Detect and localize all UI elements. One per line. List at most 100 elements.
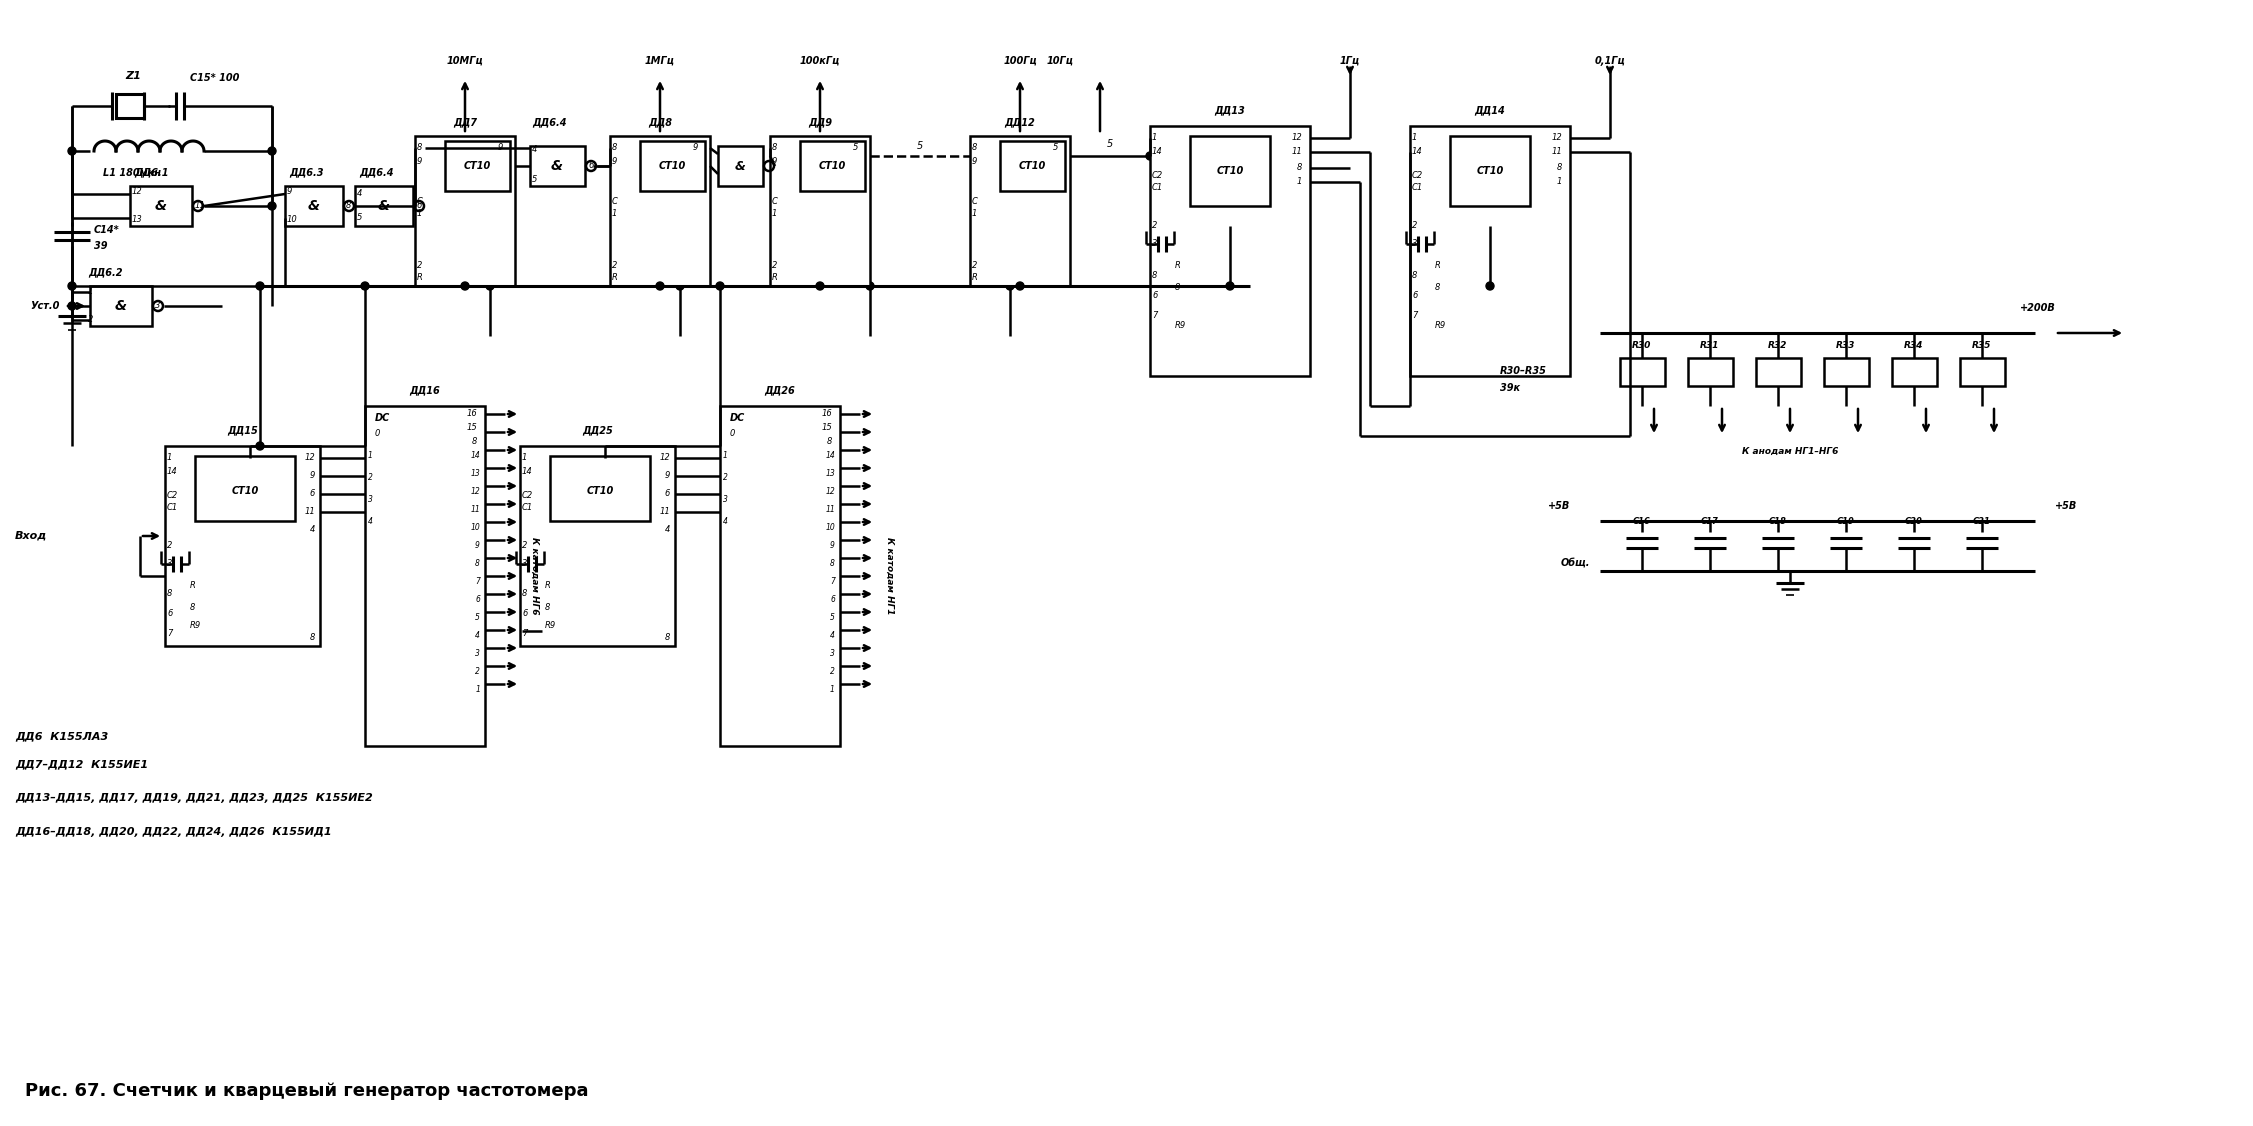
Text: 16: 16 bbox=[466, 410, 478, 419]
Text: 5: 5 bbox=[1052, 143, 1059, 152]
Bar bbox=[1410, 126, 1570, 376]
Text: 1Гц: 1Гц bbox=[1341, 56, 1361, 66]
Text: 2: 2 bbox=[971, 261, 978, 270]
Circle shape bbox=[257, 282, 264, 291]
Bar bbox=[196, 456, 295, 521]
Text: 0: 0 bbox=[374, 429, 381, 438]
Text: C: C bbox=[773, 197, 777, 206]
Text: 100кГц: 100кГц bbox=[800, 56, 840, 66]
Text: R: R bbox=[971, 274, 978, 283]
Text: 4: 4 bbox=[475, 632, 480, 641]
Text: 8: 8 bbox=[167, 590, 173, 599]
Text: R: R bbox=[189, 581, 196, 590]
Circle shape bbox=[865, 282, 874, 291]
Text: 3: 3 bbox=[155, 302, 160, 311]
Text: ДД9: ДД9 bbox=[809, 117, 831, 127]
Text: 0: 0 bbox=[730, 429, 734, 438]
Text: 6: 6 bbox=[1413, 292, 1417, 301]
Text: 2: 2 bbox=[523, 542, 527, 551]
Text: ДД7–ДД12  К155ИЕ1: ДД7–ДД12 К155ИЕ1 bbox=[16, 759, 149, 769]
Circle shape bbox=[1226, 282, 1235, 291]
Circle shape bbox=[360, 282, 369, 291]
Text: 4: 4 bbox=[367, 518, 374, 527]
Text: 2: 2 bbox=[829, 668, 836, 677]
Text: 8: 8 bbox=[1435, 284, 1440, 293]
Text: C: C bbox=[613, 197, 617, 206]
Text: 14: 14 bbox=[1151, 148, 1163, 157]
Bar bbox=[356, 186, 412, 226]
Text: R: R bbox=[1435, 261, 1442, 270]
Text: СТ10: СТ10 bbox=[232, 486, 259, 495]
Text: 9: 9 bbox=[417, 157, 421, 166]
Text: 1: 1 bbox=[1151, 134, 1158, 143]
Circle shape bbox=[268, 202, 277, 211]
Text: C16: C16 bbox=[1633, 518, 1651, 527]
Text: 8: 8 bbox=[773, 143, 777, 152]
Text: Общ.: Общ. bbox=[1561, 558, 1591, 568]
Text: C2: C2 bbox=[1413, 171, 1424, 180]
Bar bbox=[971, 136, 1070, 286]
Text: Уст.0: Уст.0 bbox=[29, 301, 59, 311]
Text: 12: 12 bbox=[1552, 134, 1561, 143]
Text: 3: 3 bbox=[367, 495, 374, 504]
Text: СТ10: СТ10 bbox=[1476, 166, 1503, 176]
Text: 1: 1 bbox=[167, 454, 173, 463]
Circle shape bbox=[1487, 282, 1494, 291]
Bar bbox=[550, 456, 651, 521]
Text: 6: 6 bbox=[665, 490, 669, 499]
Text: 1: 1 bbox=[88, 287, 92, 296]
Bar bbox=[1190, 136, 1271, 206]
Bar bbox=[365, 406, 484, 747]
Text: C20: C20 bbox=[1906, 518, 1924, 527]
Text: 8: 8 bbox=[545, 604, 550, 613]
Text: 14: 14 bbox=[1413, 148, 1422, 157]
Text: 2: 2 bbox=[723, 474, 728, 483]
Text: 1: 1 bbox=[971, 209, 978, 218]
Bar bbox=[721, 406, 840, 747]
Text: 8: 8 bbox=[475, 560, 480, 569]
Text: C: C bbox=[971, 197, 978, 206]
Text: 3: 3 bbox=[523, 560, 527, 569]
Text: ДД6.4: ДД6.4 bbox=[532, 117, 566, 127]
Bar bbox=[1620, 358, 1665, 386]
Bar bbox=[1960, 358, 2005, 386]
Text: 7: 7 bbox=[167, 629, 173, 638]
Text: ДД13: ДД13 bbox=[1214, 105, 1246, 115]
Text: 8: 8 bbox=[1176, 284, 1181, 293]
Text: 1: 1 bbox=[723, 452, 728, 461]
Text: C: C bbox=[417, 197, 424, 206]
Circle shape bbox=[68, 302, 77, 310]
Text: 12: 12 bbox=[304, 454, 315, 463]
Text: 14: 14 bbox=[825, 452, 836, 461]
Text: C1: C1 bbox=[1413, 184, 1424, 193]
Text: 5: 5 bbox=[917, 141, 924, 151]
Text: C2: C2 bbox=[523, 492, 534, 500]
Text: 12: 12 bbox=[660, 454, 669, 463]
Text: 1: 1 bbox=[367, 452, 374, 461]
Bar bbox=[131, 186, 192, 226]
Bar bbox=[611, 136, 710, 286]
Text: 11: 11 bbox=[1291, 148, 1302, 157]
Text: 16: 16 bbox=[822, 410, 831, 419]
Text: 10: 10 bbox=[825, 524, 836, 533]
Text: 7: 7 bbox=[829, 578, 836, 587]
Text: 3: 3 bbox=[829, 650, 836, 659]
Text: 7: 7 bbox=[1413, 312, 1417, 321]
Text: 9: 9 bbox=[692, 143, 698, 152]
Bar bbox=[1149, 126, 1309, 376]
Text: 9: 9 bbox=[773, 157, 777, 166]
Text: 2: 2 bbox=[613, 261, 617, 270]
Text: 9: 9 bbox=[475, 542, 480, 551]
Text: 8: 8 bbox=[309, 634, 315, 643]
Bar bbox=[90, 286, 151, 327]
Text: DC: DC bbox=[730, 413, 746, 423]
Text: R35: R35 bbox=[1971, 341, 1992, 350]
Text: 2: 2 bbox=[167, 542, 173, 551]
Text: 3: 3 bbox=[475, 650, 480, 659]
Text: 8: 8 bbox=[827, 438, 831, 447]
Text: 6: 6 bbox=[167, 609, 173, 618]
Text: R30–R35: R30–R35 bbox=[1500, 366, 1548, 376]
Text: 11: 11 bbox=[1552, 148, 1561, 157]
Bar bbox=[1687, 358, 1733, 386]
Text: C15* 100: C15* 100 bbox=[189, 73, 239, 83]
